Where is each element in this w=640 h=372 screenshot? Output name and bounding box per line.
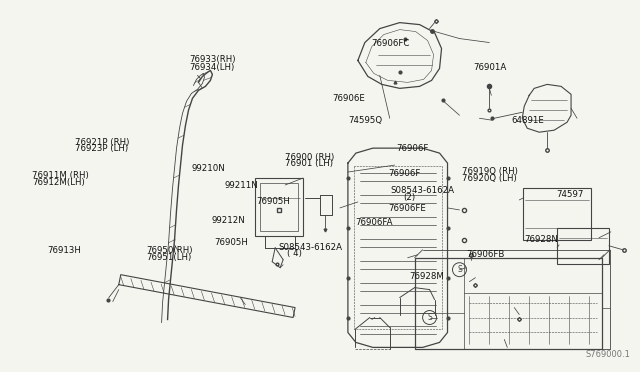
Text: 76906F: 76906F: [388, 169, 420, 177]
Text: 74595Q: 74595Q: [349, 116, 383, 125]
Text: 76906FC: 76906FC: [371, 39, 410, 48]
Text: 76921P (RH): 76921P (RH): [74, 138, 129, 147]
Text: 76905H: 76905H: [256, 197, 290, 206]
Text: 76951(LH): 76951(LH): [147, 253, 192, 262]
Text: 76913H: 76913H: [47, 246, 81, 255]
Text: 76923P (LH): 76923P (LH): [74, 144, 127, 153]
Text: S08543-6162A: S08543-6162A: [390, 186, 454, 195]
Text: 76933(RH): 76933(RH): [189, 55, 236, 64]
Text: 76901A: 76901A: [473, 63, 506, 72]
Text: S08543-6162A: S08543-6162A: [278, 243, 342, 251]
Text: 76919Q (RH): 76919Q (RH): [462, 167, 518, 176]
Text: 76906F: 76906F: [397, 144, 429, 153]
Text: 99211N: 99211N: [225, 181, 258, 190]
Text: 74597: 74597: [556, 190, 583, 199]
Text: 99212N: 99212N: [212, 216, 245, 225]
Text: (2): (2): [403, 193, 415, 202]
Text: 76906FA: 76906FA: [355, 218, 392, 227]
Text: 76934(LH): 76934(LH): [189, 63, 234, 72]
Text: 76900 (RH): 76900 (RH): [285, 153, 334, 161]
Text: 76950(RH): 76950(RH): [147, 246, 193, 255]
Text: 76906E: 76906E: [333, 94, 365, 103]
Text: 76905H: 76905H: [215, 238, 249, 247]
Text: 76906FE: 76906FE: [388, 204, 426, 213]
Text: S: S: [457, 265, 462, 274]
Text: 76912M(LH): 76912M(LH): [32, 178, 84, 187]
Text: 76928M: 76928M: [409, 272, 444, 281]
Text: S: S: [428, 313, 432, 322]
Text: S769000.1: S769000.1: [586, 350, 631, 359]
Text: 76928N: 76928N: [524, 235, 558, 244]
Text: 76906FB: 76906FB: [467, 250, 505, 259]
Text: 76901 (LH): 76901 (LH): [285, 159, 333, 168]
Text: 76911M (RH): 76911M (RH): [32, 171, 88, 180]
Text: 76920Q (LH): 76920Q (LH): [462, 174, 517, 183]
Text: 99210N: 99210N: [191, 164, 225, 173]
Text: ( 4): ( 4): [287, 249, 301, 258]
Text: 64891E: 64891E: [511, 116, 544, 125]
